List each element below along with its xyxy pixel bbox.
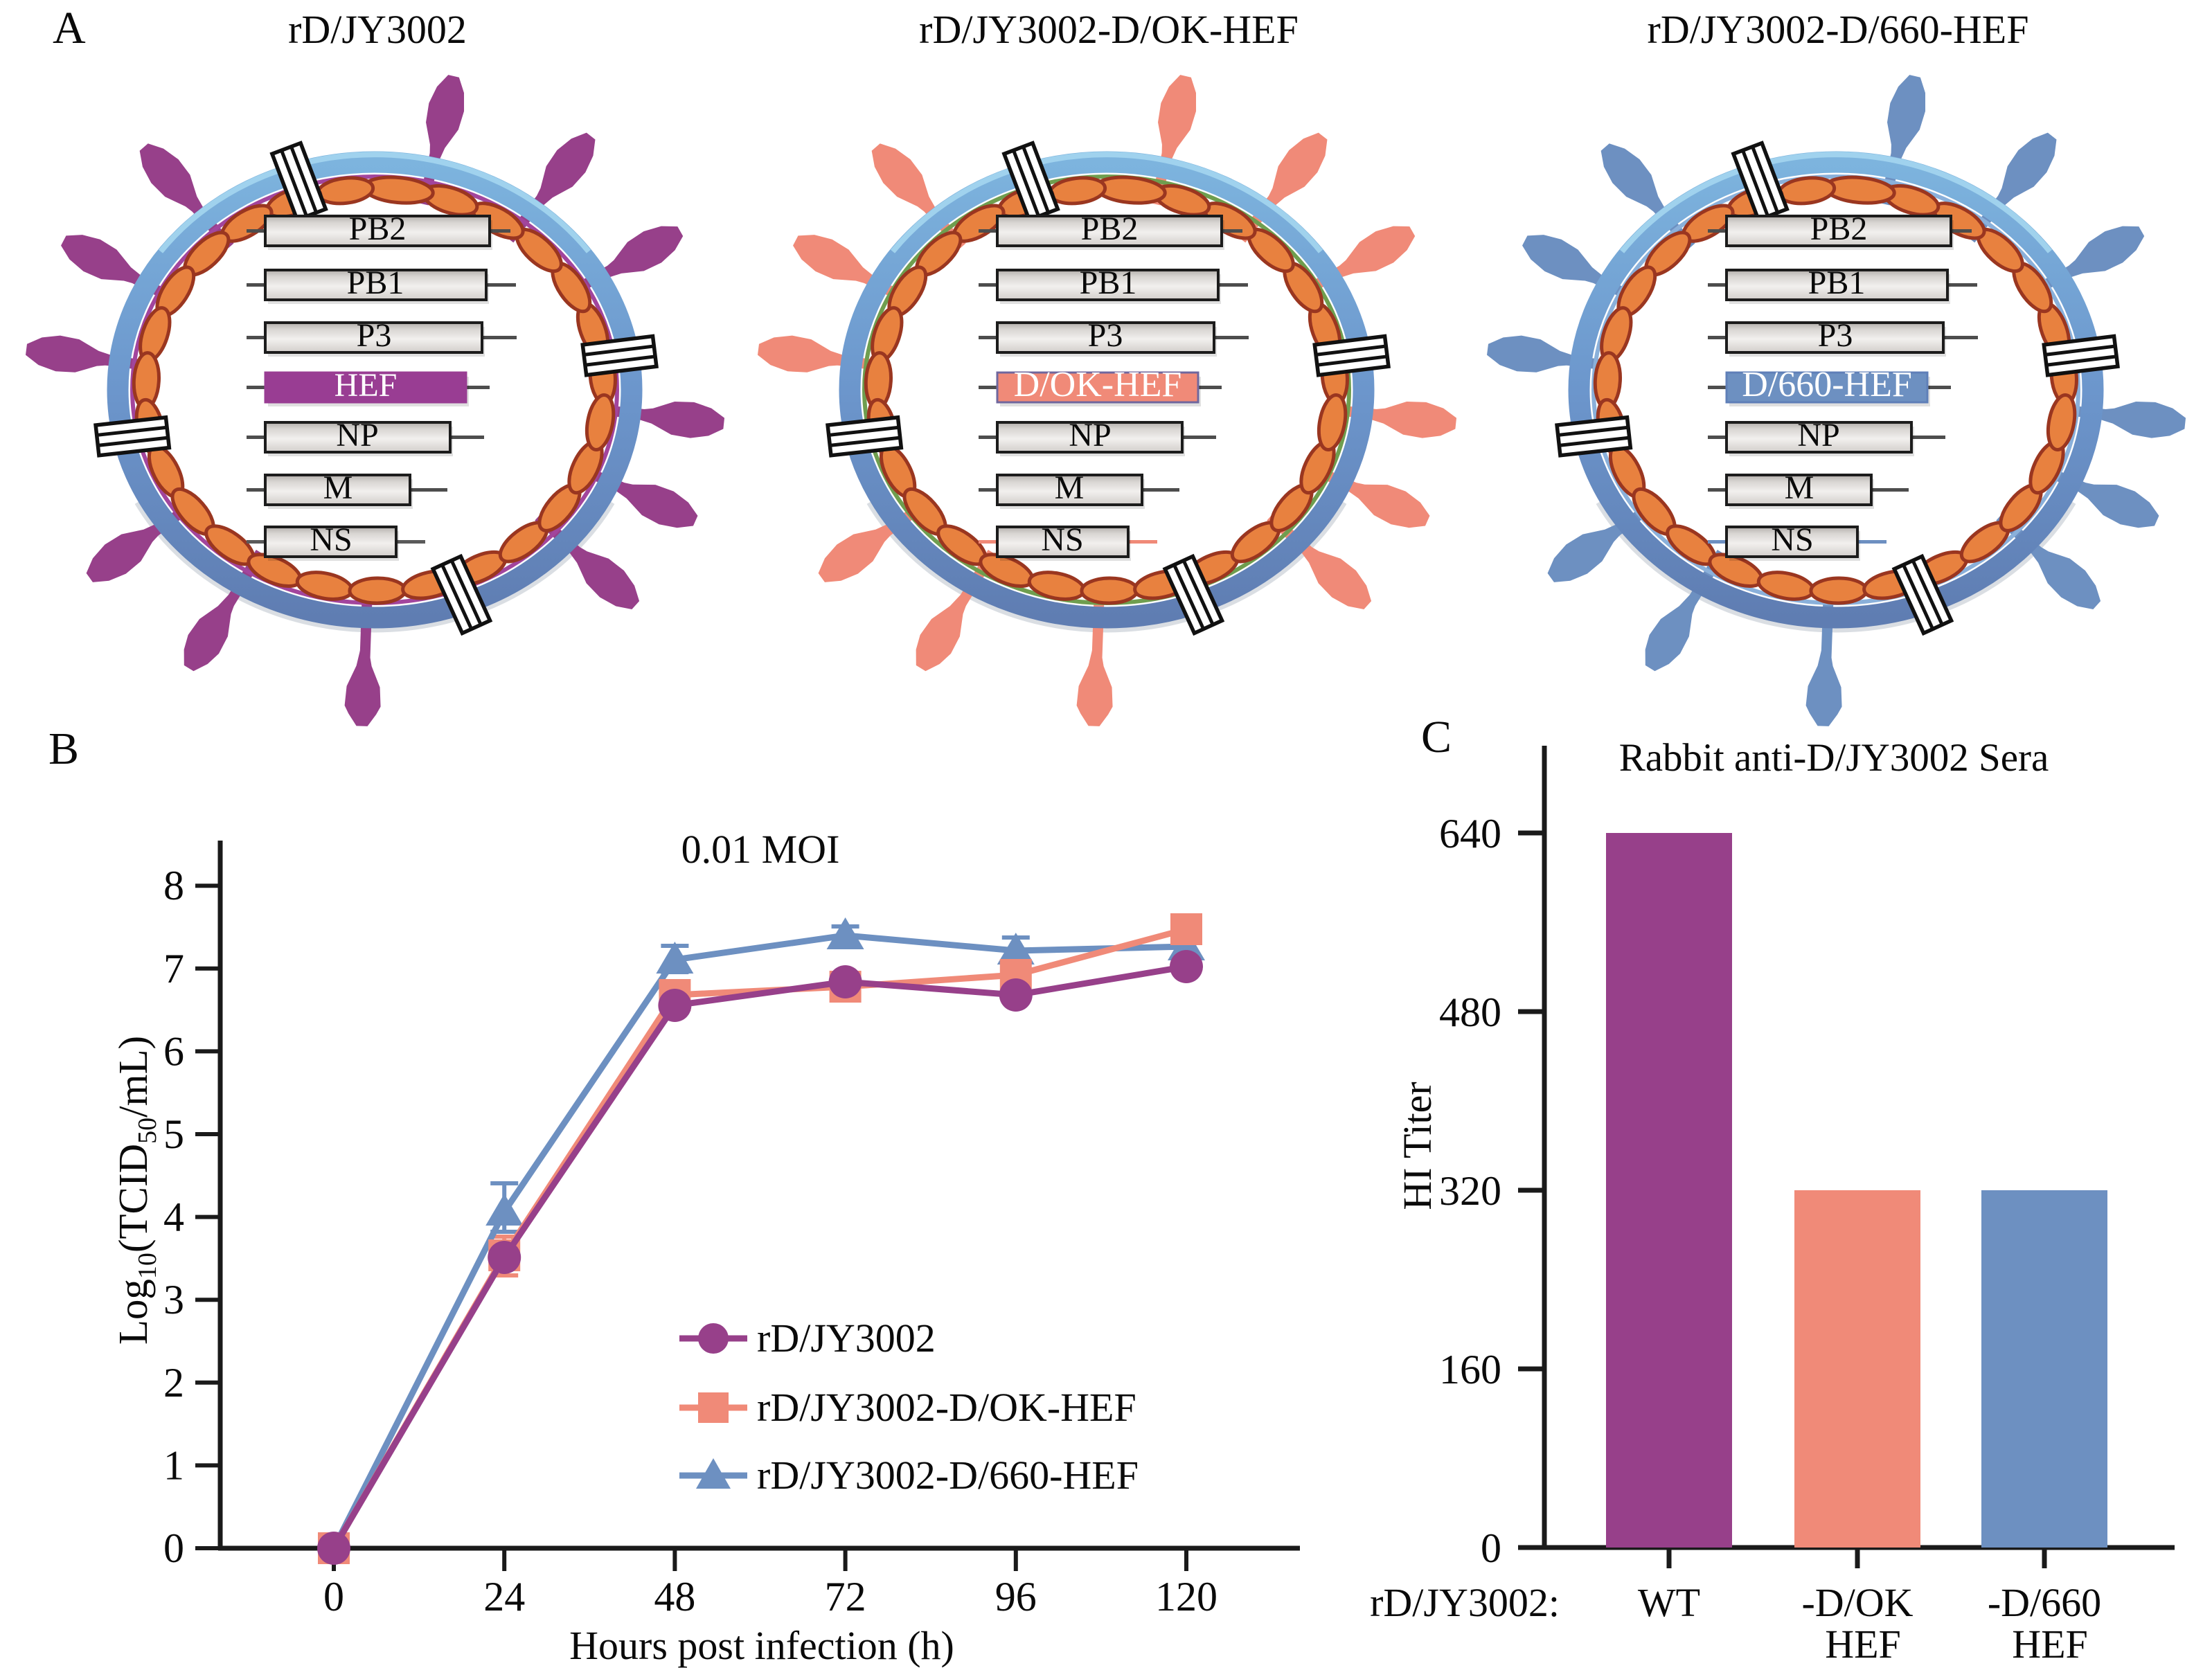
svg-text:24: 24 bbox=[483, 1574, 525, 1620]
svg-text:NP: NP bbox=[1797, 417, 1839, 454]
svg-text:rD/JY3002-D/660-HEF: rD/JY3002-D/660-HEF bbox=[1648, 7, 2029, 52]
svg-text:Hours post infection (h): Hours post infection (h) bbox=[569, 1623, 954, 1668]
svg-text:-D/OK: -D/OK bbox=[1801, 1580, 1913, 1625]
svg-text:WT: WT bbox=[1638, 1580, 1700, 1625]
svg-text:640: 640 bbox=[1439, 811, 1501, 857]
svg-text:-D/660: -D/660 bbox=[1988, 1580, 2101, 1625]
svg-text:PB1: PB1 bbox=[1808, 264, 1866, 301]
svg-text:M: M bbox=[1785, 469, 1814, 506]
svg-text:D/660-HEF: D/660-HEF bbox=[1742, 365, 1912, 404]
svg-text:48: 48 bbox=[654, 1574, 695, 1620]
svg-text:rD/JY3002: rD/JY3002 bbox=[757, 1316, 936, 1361]
svg-text:NS: NS bbox=[1041, 521, 1083, 558]
svg-text:rD/JY3002-D/660-HEF: rD/JY3002-D/660-HEF bbox=[757, 1453, 1139, 1498]
svg-text:2: 2 bbox=[163, 1360, 184, 1406]
svg-text:rD/JY3002:: rD/JY3002: bbox=[1370, 1580, 1560, 1625]
svg-text:7: 7 bbox=[163, 946, 184, 992]
svg-text:320: 320 bbox=[1439, 1168, 1501, 1214]
svg-text:0: 0 bbox=[1481, 1525, 1501, 1571]
svg-text:M: M bbox=[323, 469, 353, 506]
svg-text:72: 72 bbox=[825, 1574, 866, 1620]
svg-text:PB1: PB1 bbox=[347, 264, 404, 301]
svg-text:A: A bbox=[53, 3, 86, 53]
svg-text:1: 1 bbox=[163, 1442, 184, 1488]
svg-text:PB1: PB1 bbox=[1080, 264, 1137, 301]
svg-text:0: 0 bbox=[163, 1525, 184, 1571]
svg-text:NS: NS bbox=[310, 521, 352, 558]
svg-text:160: 160 bbox=[1439, 1347, 1501, 1392]
svg-text:B: B bbox=[48, 724, 79, 774]
svg-text:120: 120 bbox=[1155, 1574, 1218, 1620]
svg-text:HEF: HEF bbox=[335, 367, 398, 404]
svg-text:PB2: PB2 bbox=[349, 210, 407, 247]
svg-text:3: 3 bbox=[163, 1277, 184, 1322]
svg-text:HEF: HEF bbox=[1825, 1622, 1901, 1667]
svg-text:0.01 MOI: 0.01 MOI bbox=[681, 827, 840, 872]
svg-text:M: M bbox=[1055, 469, 1085, 506]
svg-text:P3: P3 bbox=[1818, 317, 1853, 354]
svg-text:P3: P3 bbox=[357, 317, 392, 354]
svg-text:rD/JY3002: rD/JY3002 bbox=[288, 7, 467, 52]
svg-text:0: 0 bbox=[323, 1574, 344, 1620]
svg-text:Rabbit anti-D/JY3002 Sera: Rabbit anti-D/JY3002 Sera bbox=[1619, 736, 2049, 780]
svg-text:HI Titer: HI Titer bbox=[1395, 1082, 1440, 1210]
svg-text:8: 8 bbox=[163, 863, 184, 908]
svg-text:5: 5 bbox=[163, 1111, 184, 1157]
svg-text:C: C bbox=[1421, 712, 1452, 762]
svg-text:Log10(TCID50/mL): Log10(TCID50/mL) bbox=[110, 1036, 162, 1345]
svg-text:480: 480 bbox=[1439, 989, 1501, 1035]
svg-text:D/OK-HEF: D/OK-HEF bbox=[1014, 365, 1182, 404]
svg-text:6: 6 bbox=[163, 1028, 184, 1074]
svg-text:96: 96 bbox=[995, 1574, 1037, 1620]
svg-text:NP: NP bbox=[1069, 417, 1111, 454]
svg-text:NS: NS bbox=[1771, 521, 1813, 558]
svg-text:rD/JY3002-D/OK-HEF: rD/JY3002-D/OK-HEF bbox=[757, 1385, 1136, 1430]
svg-text:rD/JY3002-D/OK-HEF: rD/JY3002-D/OK-HEF bbox=[919, 7, 1299, 52]
svg-text:HEF: HEF bbox=[2012, 1622, 2088, 1667]
svg-text:NP: NP bbox=[336, 417, 378, 454]
svg-text:PB2: PB2 bbox=[1081, 210, 1139, 247]
svg-text:P3: P3 bbox=[1088, 317, 1123, 354]
svg-text:4: 4 bbox=[163, 1194, 184, 1240]
svg-text:PB2: PB2 bbox=[1810, 210, 1868, 247]
